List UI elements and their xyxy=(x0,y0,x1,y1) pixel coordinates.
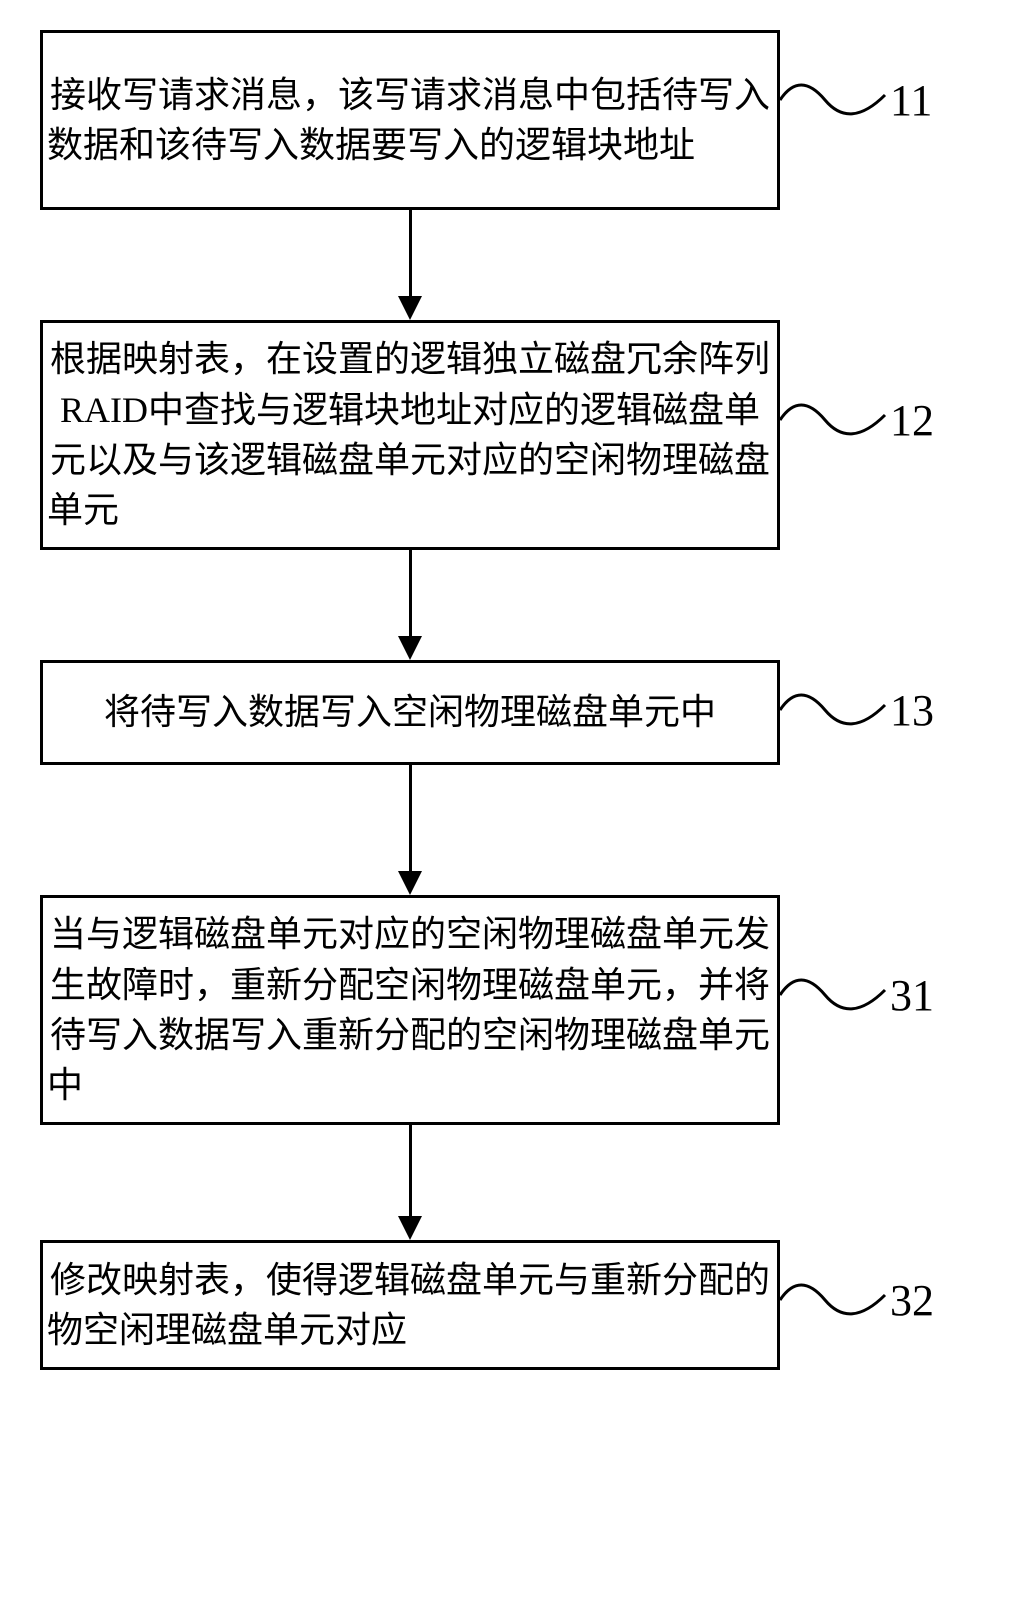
flow-node-13: 将待写入数据写入空闲物理磁盘单元中 xyxy=(40,660,780,765)
connector-squiggle-13 xyxy=(780,685,890,735)
flow-label-13: 13 xyxy=(890,685,934,736)
arrow-line-3 xyxy=(409,765,412,873)
arrow-head-2 xyxy=(398,636,422,660)
flow-node-31-text: 当与逻辑磁盘单元对应的空闲物理磁盘单元发生故障时，重新分配空闲物理磁盘单元，并将… xyxy=(43,909,777,1111)
connector-squiggle-12 xyxy=(780,395,890,445)
arrow-line-1 xyxy=(409,210,412,298)
flow-node-11: 接收写请求消息，该写请求消息中包括待写入数据和该待写入数据要写入的逻辑块地址 xyxy=(40,30,780,210)
flow-node-32-text: 修改映射表，使得逻辑磁盘单元与重新分配的物空闲理磁盘单元对应 xyxy=(43,1255,777,1356)
flow-node-12: 根据映射表，在设置的逻辑独立磁盘冗余阵列RAID中查找与逻辑块地址对应的逻辑磁盘… xyxy=(40,320,780,550)
connector-squiggle-31 xyxy=(780,970,890,1020)
flow-node-31: 当与逻辑磁盘单元对应的空闲物理磁盘单元发生故障时，重新分配空闲物理磁盘单元，并将… xyxy=(40,895,780,1125)
flow-label-12: 12 xyxy=(890,395,934,446)
connector-squiggle-11 xyxy=(780,75,890,125)
flow-label-31: 31 xyxy=(890,970,934,1021)
arrow-head-1 xyxy=(398,296,422,320)
flow-node-32: 修改映射表，使得逻辑磁盘单元与重新分配的物空闲理磁盘单元对应 xyxy=(40,1240,780,1370)
arrow-head-3 xyxy=(398,871,422,895)
connector-squiggle-32 xyxy=(780,1275,890,1325)
arrow-line-2 xyxy=(409,550,412,638)
flow-node-13-text: 将待写入数据写入空闲物理磁盘单元中 xyxy=(100,687,720,737)
flow-label-11: 11 xyxy=(890,75,932,126)
arrow-line-4 xyxy=(409,1125,412,1218)
flow-node-12-text: 根据映射表，在设置的逻辑独立磁盘冗余阵列RAID中查找与逻辑块地址对应的逻辑磁盘… xyxy=(43,334,777,536)
flow-node-11-text: 接收写请求消息，该写请求消息中包括待写入数据和该待写入数据要写入的逻辑块地址 xyxy=(43,70,777,171)
arrow-head-4 xyxy=(398,1216,422,1240)
flow-label-32: 32 xyxy=(890,1275,934,1326)
